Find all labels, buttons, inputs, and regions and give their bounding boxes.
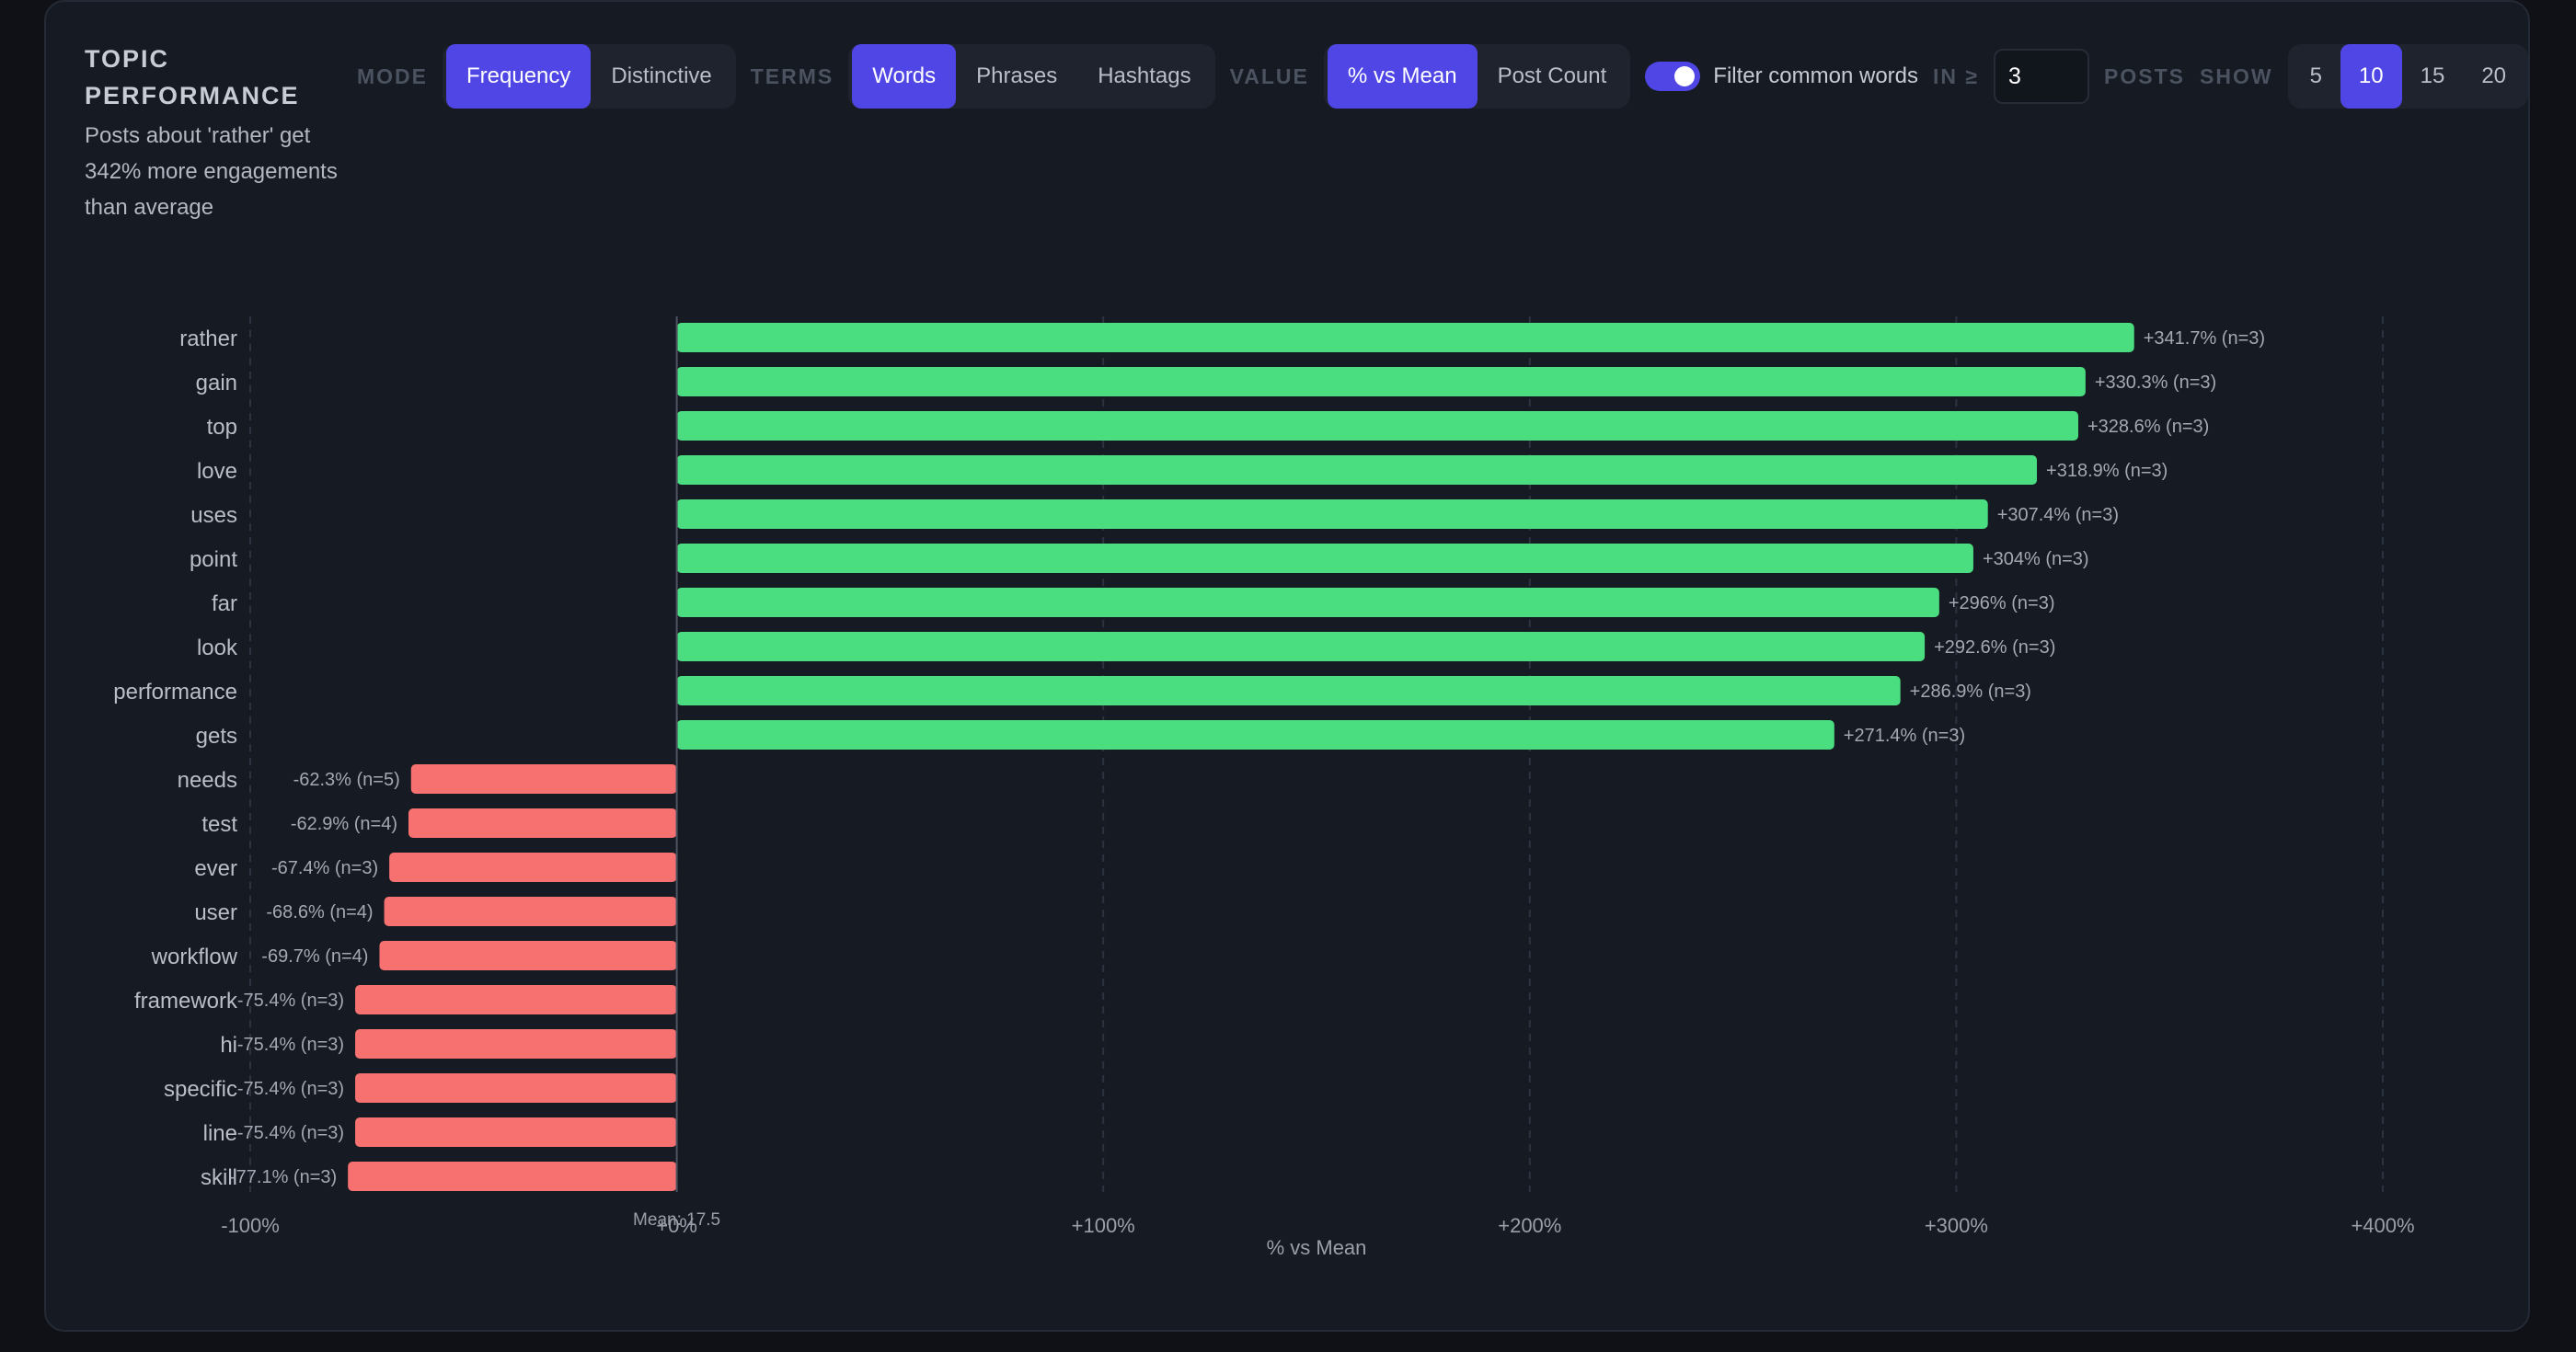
filter-common-words-label: Filter common words xyxy=(1713,63,1919,88)
card-title: TOPIC PERFORMANCE xyxy=(85,45,300,109)
mode-toggle-group: Frequency Distinctive xyxy=(443,44,736,109)
terms-toggle-group: Words Phrases Hashtags xyxy=(848,44,1215,109)
terms-words-button[interactable]: Words xyxy=(852,44,957,109)
value-pct-vs-mean-button[interactable]: % vs Mean xyxy=(1327,44,1478,109)
topic-performance-card: TOPIC PERFORMANCE Posts about 'rather' g… xyxy=(44,0,2530,1332)
posts-label: POSTS xyxy=(2104,63,2185,88)
terms-hashtags-button[interactable]: Hashtags xyxy=(1098,63,1191,88)
show-label: SHOW xyxy=(2200,63,2273,88)
show-10-button[interactable]: 10 xyxy=(2340,44,2402,109)
mode-distinctive-button[interactable]: Distinctive xyxy=(611,63,712,88)
terms-label: TERMS xyxy=(750,63,834,88)
toggle-knob xyxy=(1674,66,1696,86)
controls-bar: MODE Frequency Distinctive TERMS Words P… xyxy=(342,40,2529,112)
mode-label: MODE xyxy=(357,63,428,88)
mode-frequency-button[interactable]: Frequency xyxy=(446,44,592,109)
show-15-button[interactable]: 15 xyxy=(2420,63,2445,88)
min-posts-label: IN ≥ xyxy=(1933,63,1980,88)
show-20-button[interactable]: 20 xyxy=(2481,63,2507,88)
value-toggle-group: % vs Mean Post Count xyxy=(1323,44,1631,109)
card-subtitle: Posts about 'rather' get 342% more engag… xyxy=(85,123,338,220)
terms-phrases-button[interactable]: Phrases xyxy=(976,63,1058,88)
show-count-group: 5 10 15 20 xyxy=(2287,44,2529,109)
show-5-button[interactable]: 5 xyxy=(2309,63,2322,88)
min-posts-input[interactable] xyxy=(1994,49,2090,104)
value-post-count-button[interactable]: Post Count xyxy=(1497,63,1607,88)
value-label: VALUE xyxy=(1229,63,1309,88)
filter-common-words-toggle[interactable] xyxy=(1645,62,1701,91)
